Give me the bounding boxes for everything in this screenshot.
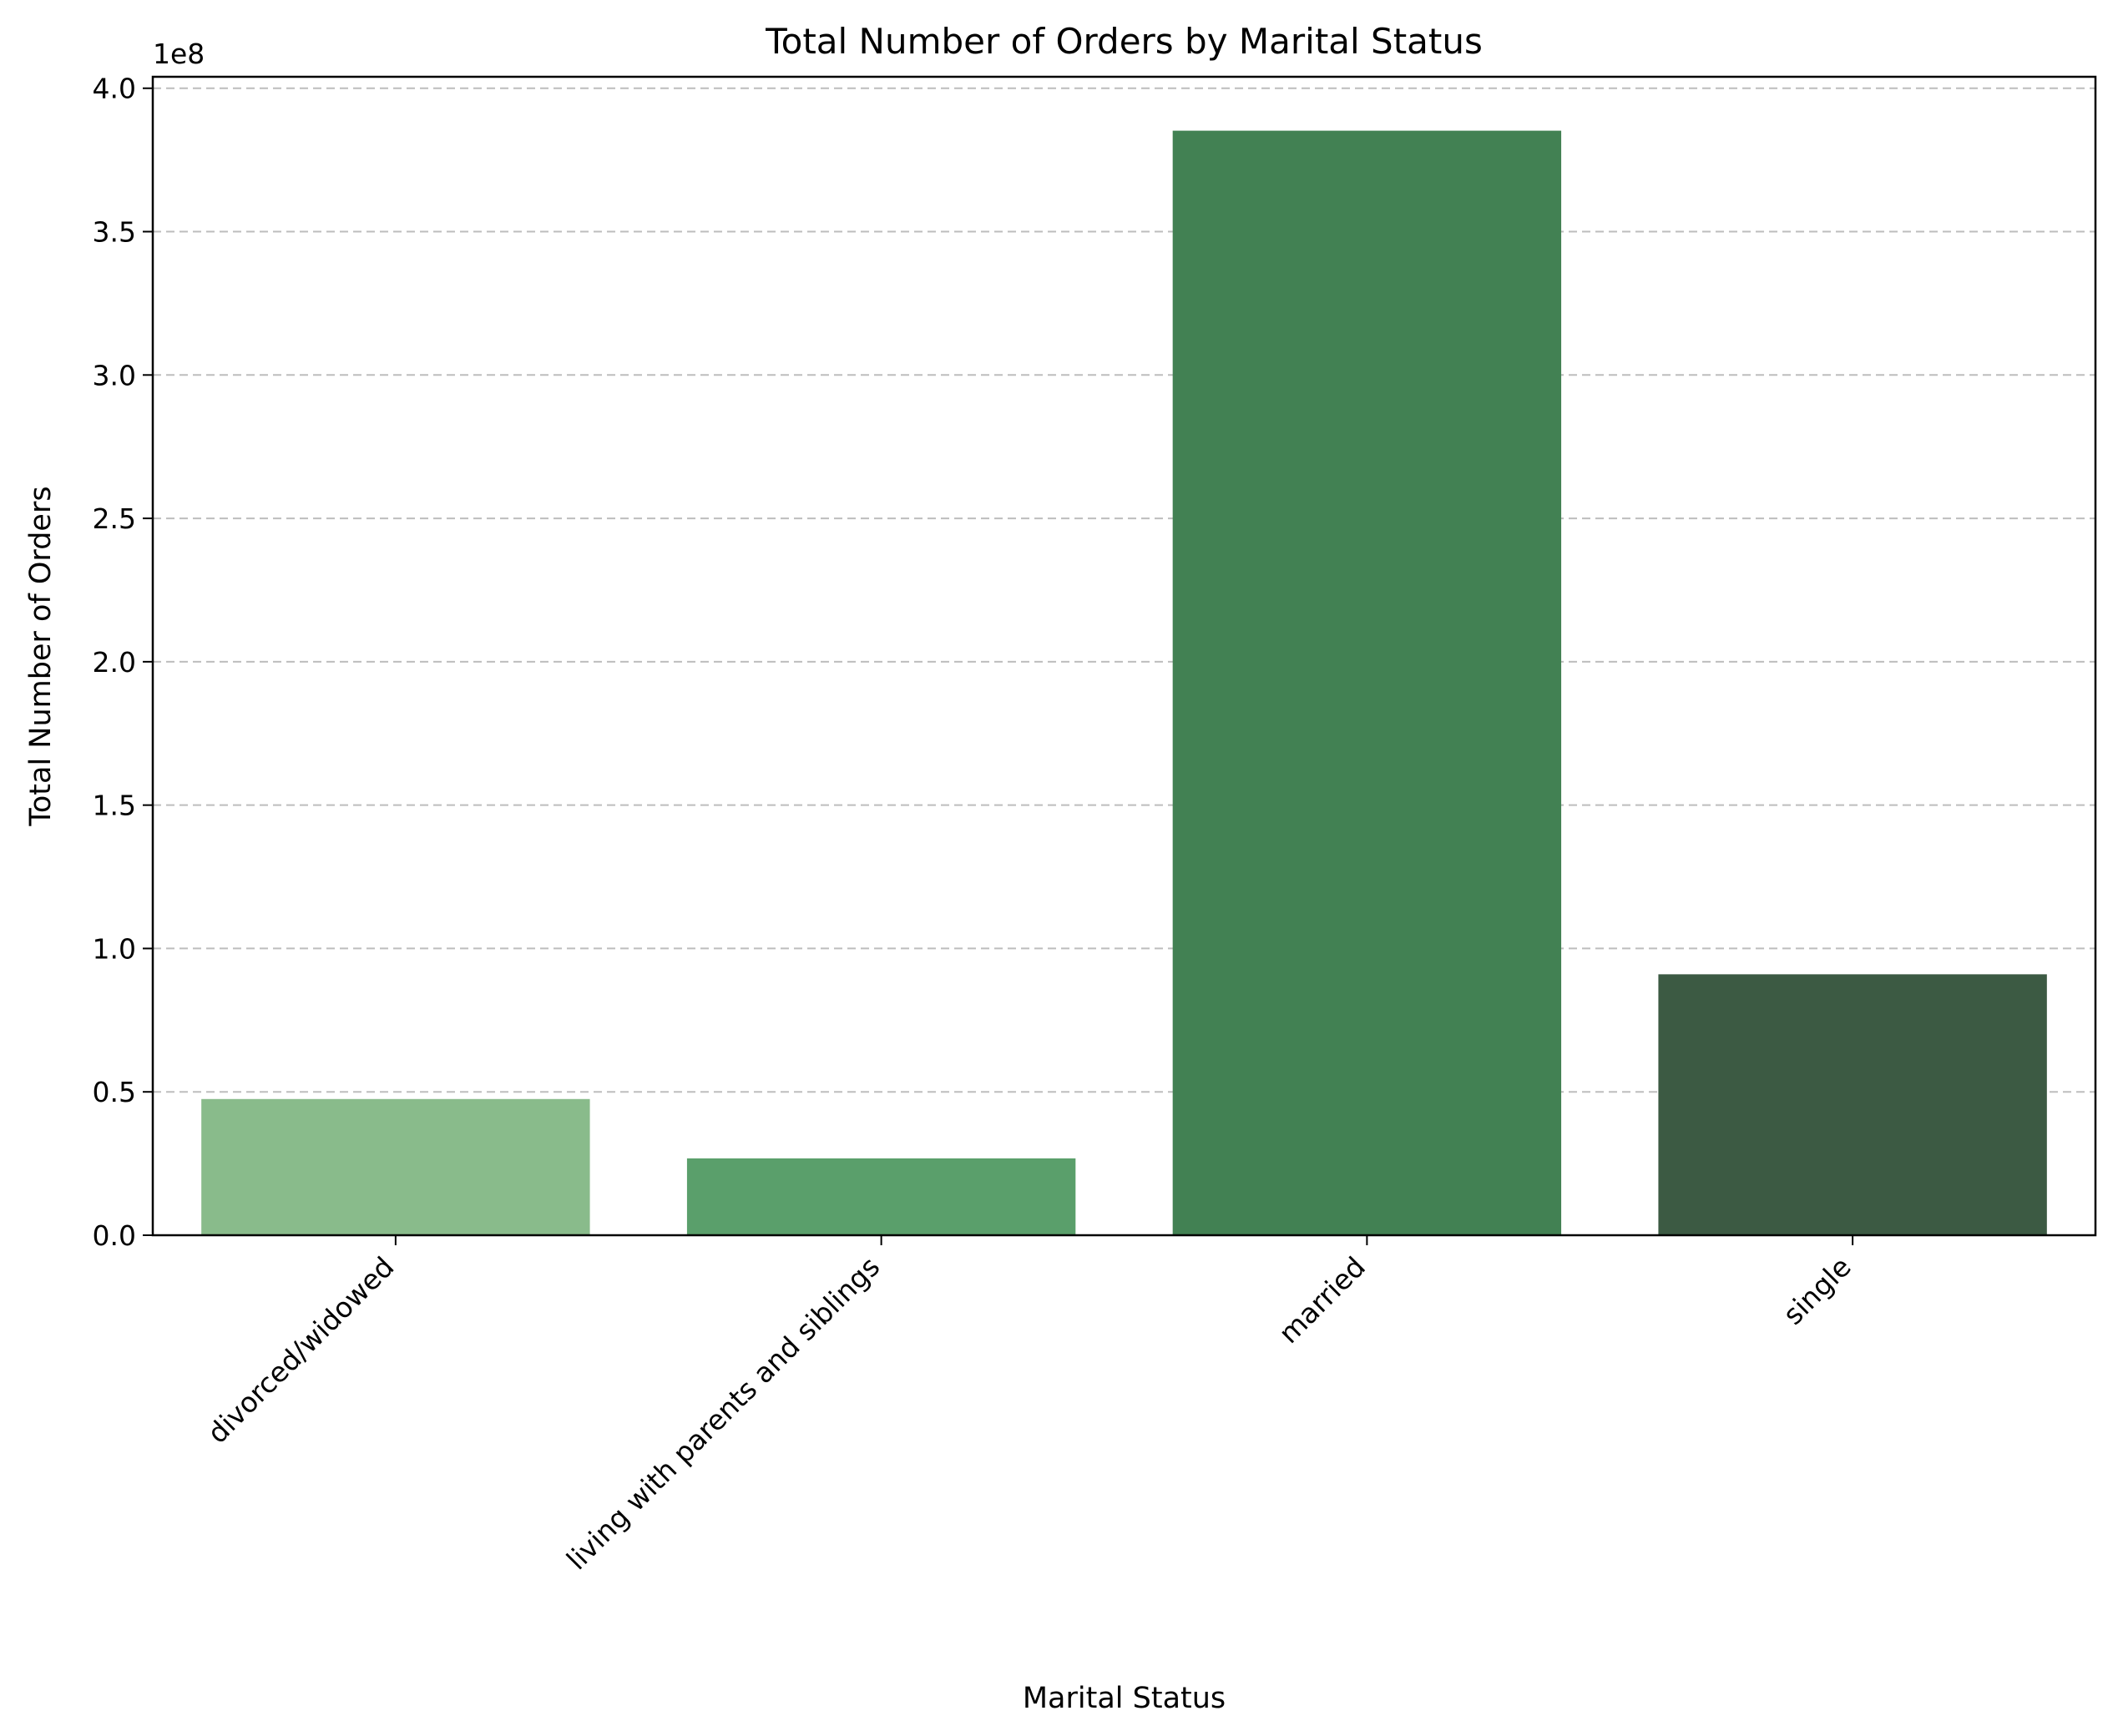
bar-0 (201, 1098, 590, 1235)
y-axis-offset-label: 1e8 (153, 38, 205, 70)
plot-frame (151, 75, 2097, 1237)
y-axis-ticks: 0.0 0.5 1.0 1.5 2.0 2.5 3.0 3.5 4.0 (93, 73, 153, 1252)
bar-1 (686, 1158, 1076, 1235)
chart-title: Total Number of Orders by Marital Status (765, 21, 1483, 62)
bars (201, 130, 2047, 1236)
bar-2 (1172, 130, 1562, 1236)
y-tick-label: 1.5 (93, 790, 136, 822)
y-tick-label: 4.0 (93, 73, 136, 105)
bar-3 (1658, 974, 2047, 1235)
y-tick-label: 2.5 (93, 502, 136, 535)
x-axis-label: Marital Status (1023, 1682, 1226, 1715)
y-tick-label: 2.0 (93, 646, 136, 679)
y-tick-label: 0.5 (93, 1076, 136, 1108)
y-axis-label: Total Number of Orders (24, 486, 58, 826)
y-tick-label: 3.0 (93, 359, 136, 391)
y-tick-label: 0.0 (93, 1219, 136, 1252)
y-tick-label: 1.0 (93, 932, 136, 965)
y-tick-label: 3.5 (93, 216, 136, 249)
